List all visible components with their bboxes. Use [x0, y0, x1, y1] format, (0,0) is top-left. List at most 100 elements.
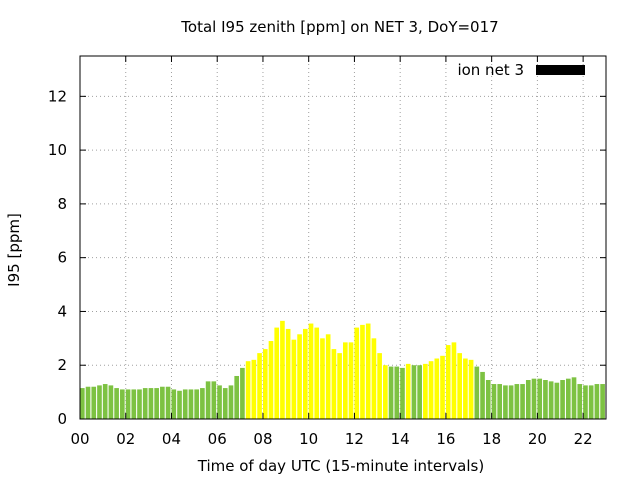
legend-label: ion net 3 [457, 61, 524, 79]
bar [371, 338, 377, 419]
bar [125, 389, 131, 419]
bar [102, 384, 108, 419]
bar [583, 385, 588, 419]
bar [491, 384, 497, 419]
bar [360, 324, 365, 419]
bar [268, 341, 274, 419]
bar [148, 388, 154, 419]
bar [348, 342, 354, 419]
bar [468, 359, 474, 419]
bar [377, 353, 382, 419]
bar [308, 323, 314, 419]
bar [108, 385, 114, 419]
x-tick-label: 22 [574, 430, 593, 448]
y-tick-label: 4 [57, 302, 67, 320]
bar [571, 377, 577, 419]
bar [291, 339, 297, 419]
bar [245, 361, 251, 419]
y-tick-labels: 0 2 4 6 8 10 12 [48, 87, 67, 428]
bar [222, 388, 228, 419]
bar [120, 389, 125, 419]
bar [85, 386, 91, 419]
bar [234, 375, 240, 419]
bar [257, 353, 262, 419]
bar [474, 366, 480, 419]
y-tick-label: 8 [57, 195, 67, 213]
bar [302, 328, 308, 419]
bar [262, 349, 268, 419]
bar [337, 353, 342, 419]
bar [194, 389, 199, 419]
bar [411, 365, 417, 419]
y-tick-label: 0 [57, 410, 67, 428]
bar [228, 385, 234, 419]
bar [445, 345, 451, 419]
x-tick-label: 16 [436, 430, 455, 448]
bar [531, 378, 537, 419]
bar [440, 355, 445, 419]
bar [182, 389, 188, 419]
legend-swatch [536, 65, 585, 75]
grid-lines [80, 56, 606, 419]
bar [131, 389, 137, 419]
bar [428, 361, 434, 419]
bar [365, 323, 371, 419]
bar [577, 384, 583, 419]
x-tick-label: 00 [70, 430, 89, 448]
bar [251, 359, 257, 419]
x-tick-label: 02 [116, 430, 135, 448]
bar [240, 367, 245, 419]
plot-frame [79, 55, 607, 420]
bar [400, 367, 405, 419]
bar [331, 349, 337, 419]
bar [503, 385, 508, 419]
bar [497, 384, 503, 419]
bar [434, 358, 440, 419]
bar [525, 380, 531, 419]
bar [508, 385, 514, 419]
bar [388, 366, 394, 419]
bar [548, 381, 554, 419]
bar [417, 365, 422, 419]
bar [457, 353, 462, 419]
bar [205, 381, 211, 419]
x-tick-label: 10 [299, 430, 318, 448]
bar [594, 384, 600, 419]
y-tick-label: 2 [57, 356, 67, 374]
bar [211, 381, 217, 419]
bar [554, 382, 560, 419]
bar [280, 320, 285, 419]
bar [274, 327, 280, 419]
x-tick-label: 08 [253, 430, 272, 448]
bar [314, 327, 320, 419]
y-tick-label: 10 [48, 141, 67, 159]
x-tick-labels: 00 02 04 06 08 10 12 14 16 18 20 22 [70, 430, 592, 448]
bar [160, 386, 165, 419]
bar [520, 384, 525, 419]
bar [485, 380, 491, 419]
legend: ion net 3 [457, 61, 585, 79]
bar [463, 358, 468, 419]
bar [543, 380, 548, 419]
bar [91, 386, 97, 419]
bar [343, 342, 348, 419]
bar [217, 385, 222, 419]
bar [354, 327, 360, 419]
bar [565, 378, 571, 419]
x-axis-title: Time of day UTC (15-minute intervals) [197, 457, 484, 475]
bar [137, 389, 142, 419]
bar [177, 390, 182, 419]
bar [154, 388, 159, 419]
bar [451, 342, 457, 419]
bar [97, 385, 102, 419]
bar [142, 388, 148, 419]
bar [320, 338, 325, 419]
bar [325, 334, 331, 419]
x-tick-label: 20 [528, 430, 547, 448]
chart-title: Total I95 zenith [ppm] on NET 3, DoY=017 [180, 18, 498, 36]
x-tick-label: 06 [208, 430, 227, 448]
bar [114, 388, 119, 419]
tick-marks [79, 56, 606, 420]
bar [383, 365, 388, 419]
